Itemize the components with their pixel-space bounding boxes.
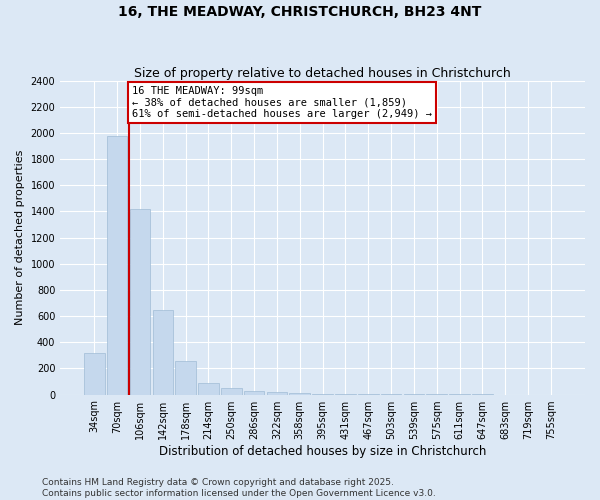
Title: Size of property relative to detached houses in Christchurch: Size of property relative to detached ho… — [134, 66, 511, 80]
Bar — [244, 390, 265, 394]
Text: Contains HM Land Registry data © Crown copyright and database right 2025.
Contai: Contains HM Land Registry data © Crown c… — [42, 478, 436, 498]
Text: 16, THE MEADWAY, CHRISTCHURCH, BH23 4NT: 16, THE MEADWAY, CHRISTCHURCH, BH23 4NT — [118, 5, 482, 19]
Bar — [152, 310, 173, 394]
Bar — [221, 388, 242, 394]
X-axis label: Distribution of detached houses by size in Christchurch: Distribution of detached houses by size … — [159, 444, 486, 458]
Bar — [175, 360, 196, 394]
Bar — [84, 352, 104, 395]
Bar — [198, 383, 219, 394]
Text: 16 THE MEADWAY: 99sqm
← 38% of detached houses are smaller (1,859)
61% of semi-d: 16 THE MEADWAY: 99sqm ← 38% of detached … — [132, 86, 432, 119]
Bar — [130, 209, 150, 394]
Bar — [107, 136, 127, 394]
Y-axis label: Number of detached properties: Number of detached properties — [15, 150, 25, 326]
Bar — [266, 392, 287, 394]
